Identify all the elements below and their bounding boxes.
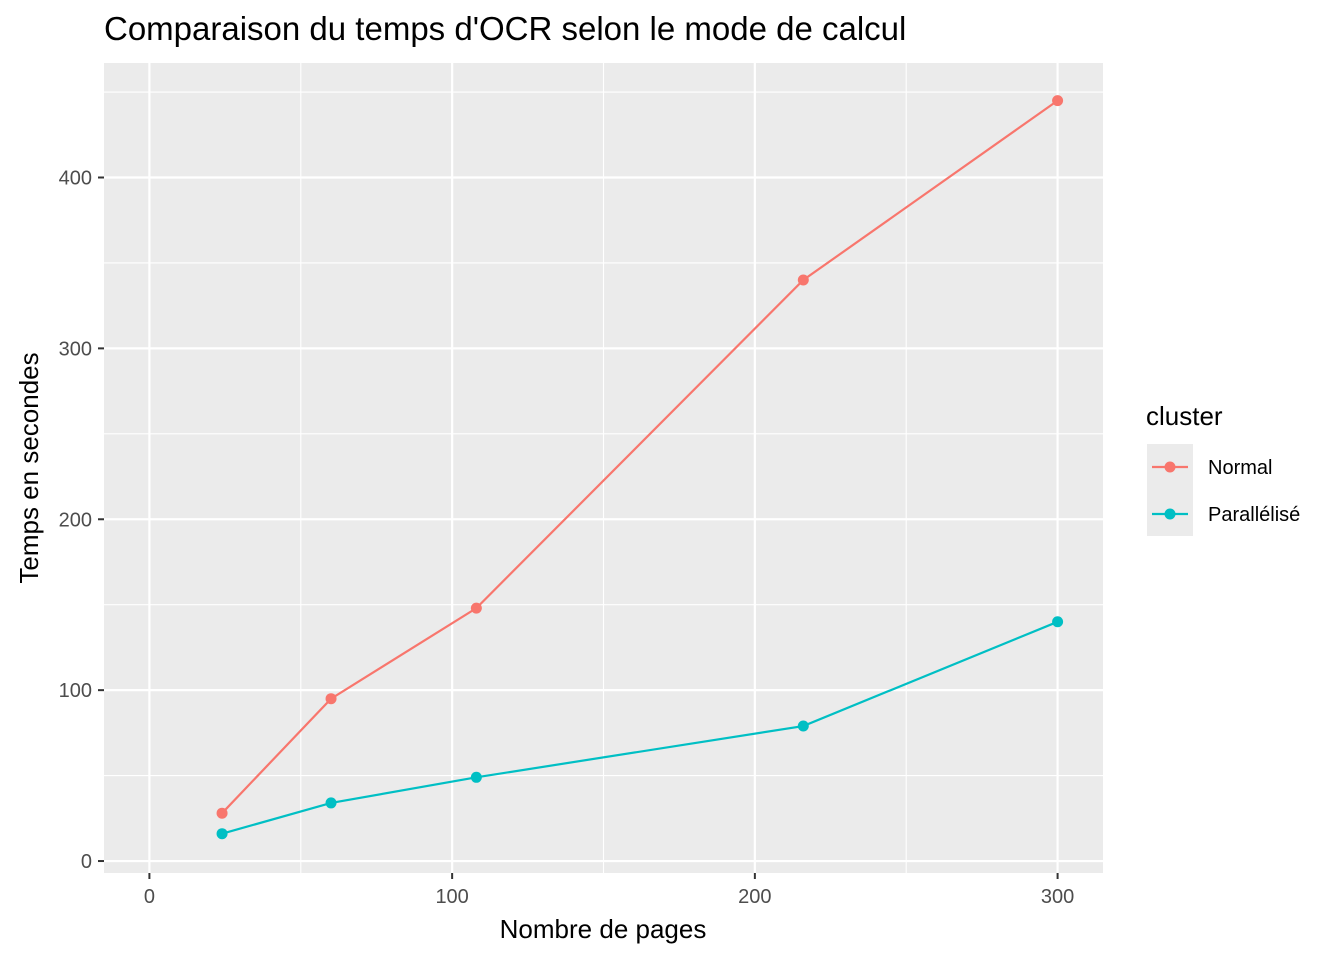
data-point [470, 771, 482, 783]
legend: cluster Normal Parallélisé [1146, 401, 1300, 536]
legend-label: Parallélisé [1208, 504, 1300, 526]
legend-title: cluster [1146, 401, 1223, 431]
data-point [216, 828, 228, 840]
series-parallélisé [216, 616, 1064, 840]
legend-key-point [1164, 461, 1176, 473]
y-axis-title: Temps en secondes [14, 352, 44, 583]
legend-label: Normal [1208, 457, 1272, 479]
y-axis: 0 100 200 300 400 [59, 167, 104, 873]
x-axis-title: Nombre de pages [500, 914, 707, 944]
y-tick-label: 100 [59, 680, 92, 702]
data-point [325, 797, 337, 809]
series-normal [216, 95, 1064, 819]
data-point [1052, 95, 1064, 107]
x-tick-label: 200 [738, 886, 771, 908]
major-grid [104, 63, 1103, 873]
x-tick-label: 0 [144, 886, 155, 908]
y-tick-label: 0 [81, 851, 92, 873]
chart-title: Comparaison du temps d'OCR selon le mode… [104, 10, 906, 47]
y-tick-label: 200 [59, 509, 92, 531]
data-point [216, 807, 228, 819]
data-point [470, 602, 482, 614]
x-tick-label: 300 [1041, 886, 1074, 908]
legend-item: Parallélisé [1152, 504, 1300, 526]
series-layer [216, 95, 1064, 840]
y-tick-label: 400 [59, 167, 92, 189]
legend-key-background [1147, 444, 1193, 536]
x-tick-label: 100 [435, 886, 468, 908]
x-axis: 0 100 200 300 [144, 873, 1074, 908]
y-tick-label: 300 [59, 338, 92, 360]
legend-item: Normal [1152, 457, 1272, 479]
data-point [1052, 616, 1064, 628]
legend-items: Normal Parallélisé [1152, 457, 1300, 526]
minor-grid [104, 63, 1103, 873]
data-point [797, 720, 809, 732]
data-point [797, 274, 809, 286]
legend-key-point [1164, 508, 1176, 520]
data-point [325, 693, 337, 705]
